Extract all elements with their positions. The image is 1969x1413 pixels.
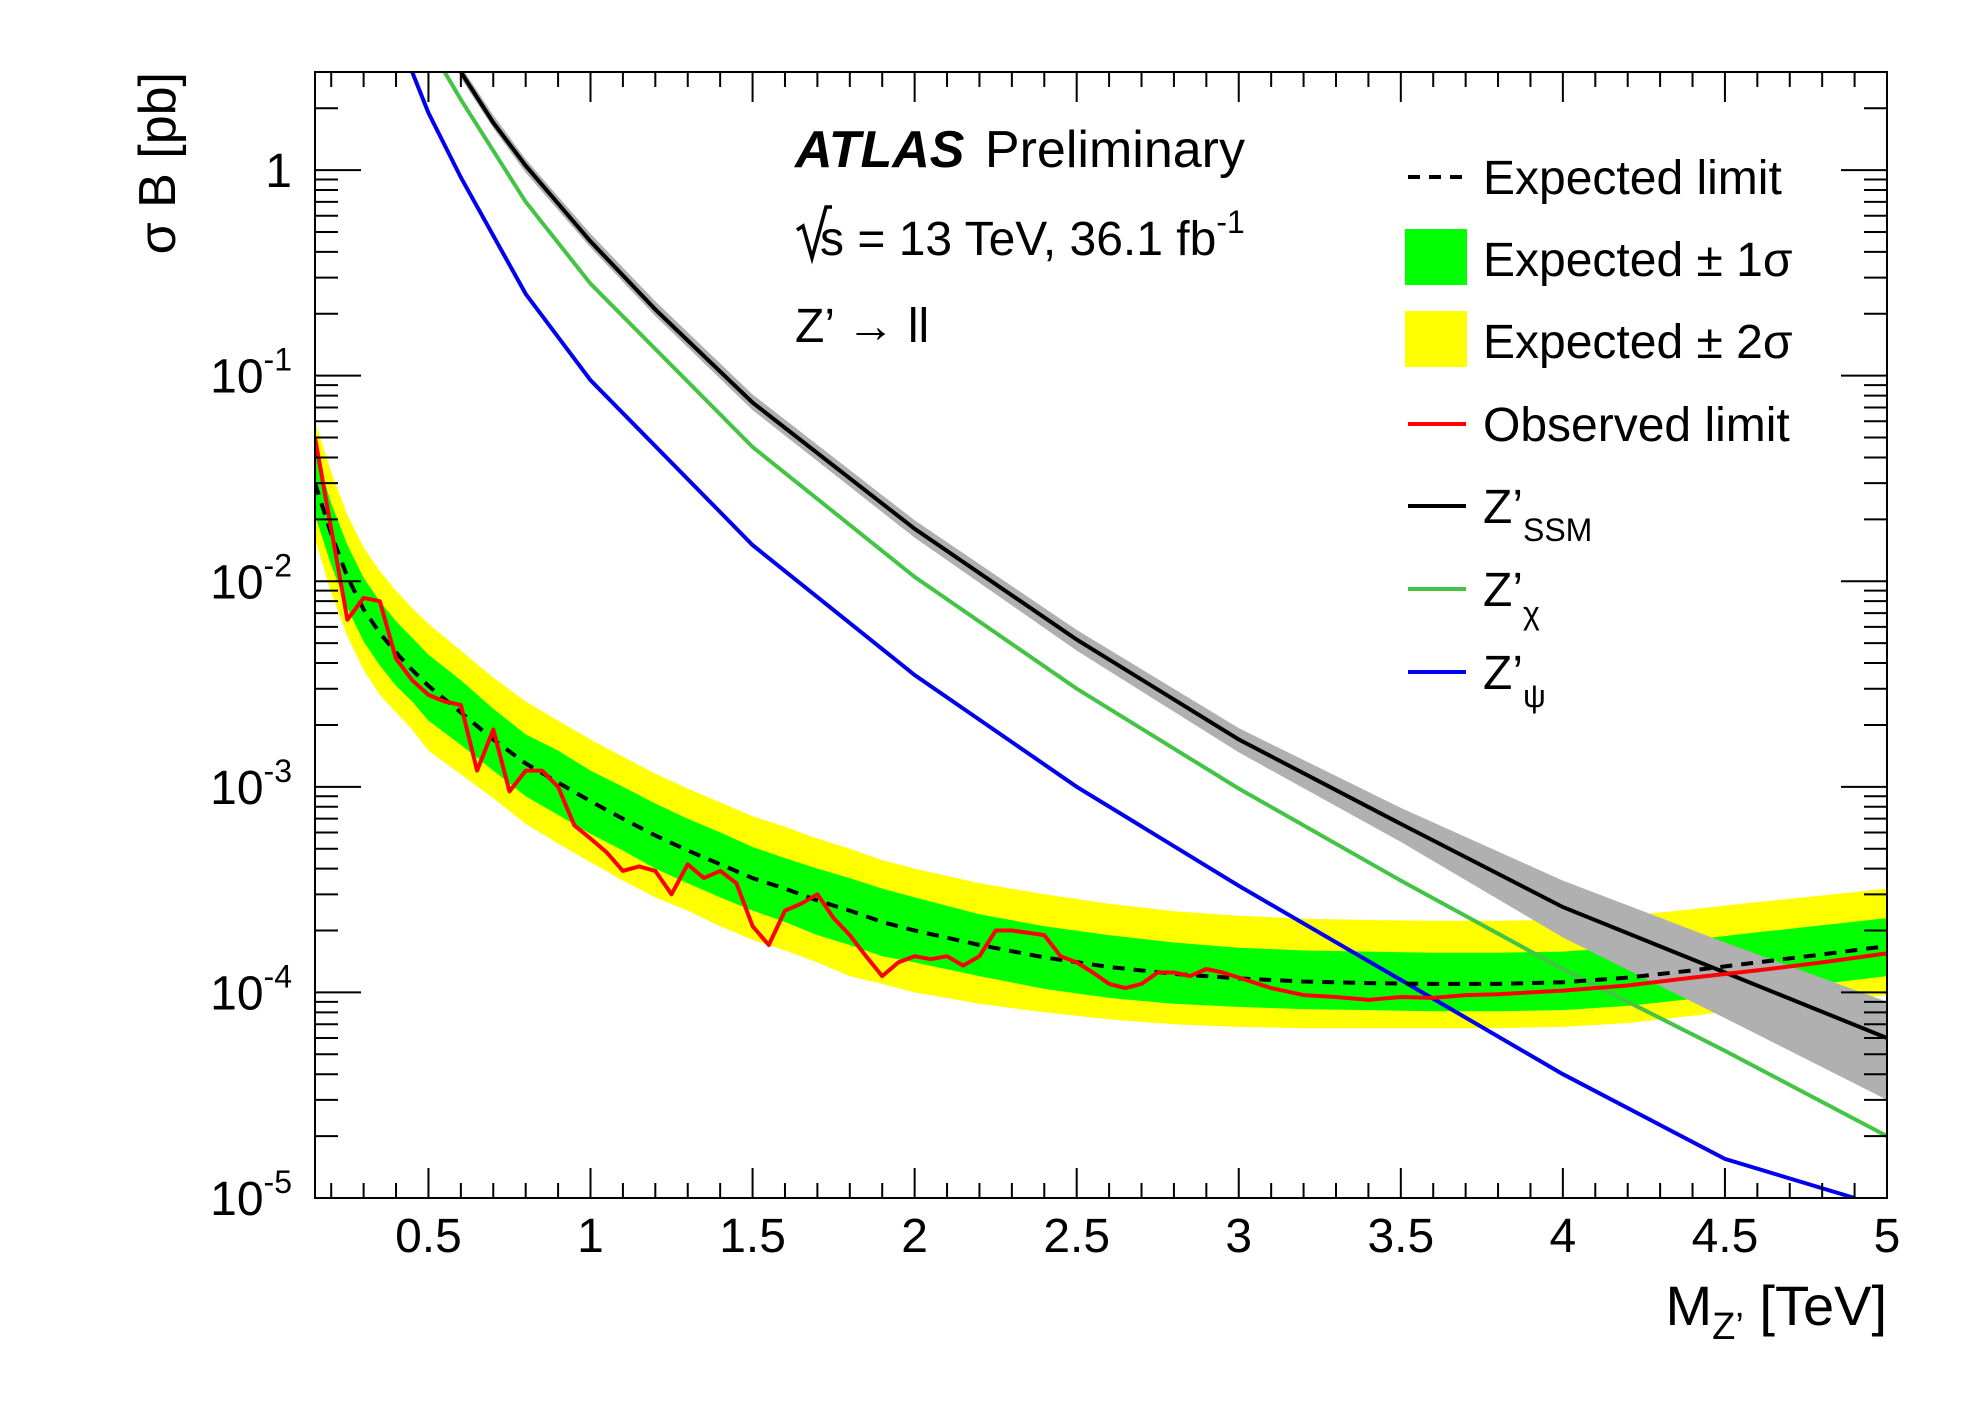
expected-1sigma-band: [315, 451, 1887, 1012]
y-tick-label-exponent: -5: [264, 1164, 292, 1200]
legend-label: Z’SSM: [1483, 481, 1592, 548]
energy-text: s = 13 TeV, 36.1 fb-1: [820, 204, 1245, 266]
legend-label-sub: SSM: [1523, 512, 1592, 548]
y-tick-label-base: 10: [210, 556, 263, 609]
x-tick-label: 2.5: [1043, 1210, 1110, 1263]
legend-label-main: Z’: [1483, 647, 1523, 700]
legend-item-band1: Expected ± 1σ: [1405, 229, 1792, 287]
legend-label: Expected limit: [1483, 152, 1782, 205]
zprime-psi-line: [410, 72, 1856, 1198]
x-tick-label: 0.5: [395, 1210, 462, 1263]
x-axis-title-main: M: [1666, 1274, 1713, 1337]
x-axis-title-sub: Z’: [1712, 1306, 1744, 1348]
x-tick-label: 3.5: [1367, 1210, 1434, 1263]
y-tick-label-base: 10: [210, 1173, 263, 1226]
sqrt-icon: [796, 205, 832, 265]
tick-labels: 0.5 1 1.5 2 2.5 3 3.5 4 4.5 5110-110-210-310-410-…: [210, 145, 1900, 1263]
energy-text-main: s = 13 TeV, 36.1 fb: [820, 213, 1216, 266]
legend-item-observed: Observed limit: [1408, 399, 1790, 452]
plot-curves: [315, 72, 1887, 1198]
legend-label-main: Expected limit: [1483, 152, 1782, 205]
legend-swatch: [1405, 311, 1467, 367]
legend-item-band2: Expected ± 2σ: [1405, 311, 1792, 369]
legend: Expected limit Expected ± 1σ Expected ± 2σ…: [1405, 152, 1792, 714]
legend-label-main: Z’: [1483, 564, 1523, 617]
legend-swatch: [1405, 229, 1467, 285]
atlas-label: ATLAS Preliminary: [793, 121, 1245, 179]
y-tick-label: 10-4: [210, 958, 292, 1020]
y-tick-label-exponent: -4: [264, 958, 292, 994]
y-tick-label: 1: [265, 145, 292, 198]
zprime-ssm-line: [459, 72, 1887, 1040]
experiment-status: Preliminary: [985, 121, 1245, 179]
x-tick-label: 4.5: [1692, 1210, 1759, 1263]
legend-item-ssm: Z’SSM: [1408, 481, 1592, 548]
y-tick-label-exponent: -2: [264, 547, 292, 583]
legend-label: Observed limit: [1483, 399, 1790, 452]
legend-label-main: Observed limit: [1483, 399, 1790, 452]
x-tick-label: 5: [1874, 1210, 1901, 1263]
x-tick-label: 4: [1550, 1210, 1577, 1263]
y-axis-title: σ B [pb]: [129, 72, 187, 254]
observed-limit-line: [315, 437, 1887, 1002]
x-tick-label: 1: [577, 1210, 604, 1263]
expected-limit-line: [315, 482, 1887, 986]
experiment-name: ATLAS: [793, 121, 965, 179]
y-tick-label: 10-3: [210, 753, 292, 815]
x-axis-title: MZ’ [TeV]: [1666, 1274, 1887, 1348]
legend-label-sub: χ: [1523, 595, 1540, 631]
legend-label: Z’χ: [1483, 564, 1540, 631]
y-tick-label: 10-5: [210, 1164, 292, 1226]
legend-label-main: Expected ± 2σ: [1483, 316, 1792, 369]
legend-item-psi: Z’ψ: [1408, 647, 1546, 714]
y-tick-label-base: 1: [265, 145, 292, 198]
ssm-uncertainty-band: [460, 72, 1887, 1100]
legend-item-chi: Z’χ: [1408, 564, 1540, 631]
legend-label: Z’ψ: [1483, 647, 1546, 714]
legend-label: Expected ± 2σ: [1483, 316, 1792, 369]
legend-label-main: Expected ± 1σ: [1483, 234, 1792, 287]
legend-label-sub: ψ: [1523, 678, 1546, 714]
y-tick-label-exponent: -3: [264, 753, 292, 789]
x-tick-label: 2: [901, 1210, 928, 1263]
plot-frame: [314, 71, 1888, 1199]
energy-label: s = 13 TeV, 36.1 fb-1: [796, 204, 1245, 266]
y-tick-label-base: 10: [210, 762, 263, 815]
process-label: Z’ → ll: [795, 300, 929, 353]
legend-label: Expected ± 1σ: [1483, 234, 1792, 287]
y-tick-label-base: 10: [210, 351, 263, 404]
y-tick-label-exponent: -1: [264, 342, 292, 378]
y-tick-label: 10-1: [210, 342, 292, 404]
energy-text-sup: -1: [1216, 204, 1244, 240]
legend-label-main: Z’: [1483, 481, 1523, 534]
x-tick-label: 1.5: [719, 1210, 786, 1263]
y-tick-label-base: 10: [210, 967, 263, 1020]
zprime-chi-line: [442, 72, 1887, 1138]
y-tick-label: 10-2: [210, 547, 292, 609]
x-axis-title-unit: [TeV]: [1744, 1274, 1887, 1337]
x-tick-label: 3: [1225, 1210, 1252, 1263]
legend-item-expected: Expected limit: [1408, 152, 1782, 205]
